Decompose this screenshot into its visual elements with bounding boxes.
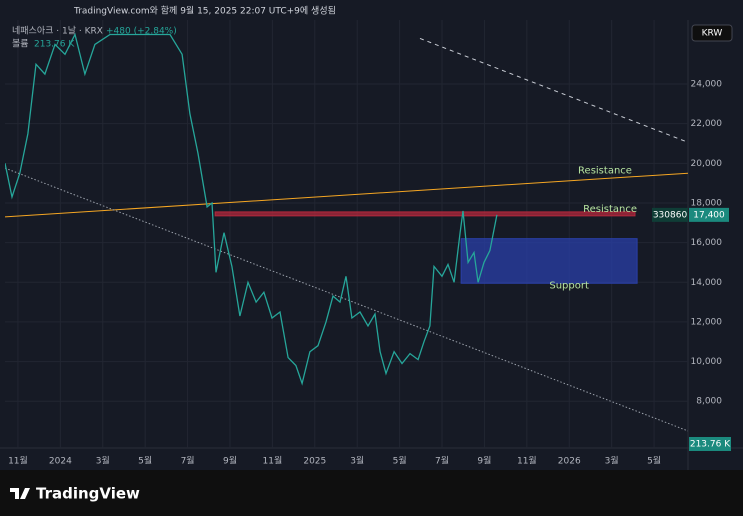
x-tick-label: 5월 xyxy=(647,455,661,467)
trend-line xyxy=(5,172,688,218)
x-tick-label: 5월 xyxy=(393,455,407,467)
legend-volume-name: 볼륨 xyxy=(12,39,29,50)
last-price-bg xyxy=(689,207,729,222)
y-tick-label: 18,000 xyxy=(691,198,723,208)
legend-change: +480 (+2.84%) xyxy=(106,27,177,37)
y-tick-label: 10,000 xyxy=(691,357,723,367)
drawing-label: Resistance xyxy=(583,204,637,215)
currency-btn xyxy=(691,24,733,42)
trend-line xyxy=(5,167,688,432)
x-tick-label: 5월 xyxy=(138,455,152,467)
zone xyxy=(214,211,636,217)
y-tick-label: 20,000 xyxy=(691,159,723,169)
y-tick-label: 22,000 xyxy=(691,119,723,129)
x-tick-label: 2024 xyxy=(49,457,72,467)
legend-volume: 213.76 K xyxy=(34,40,75,50)
x-tick-label: 2026 xyxy=(558,457,581,467)
legend-symbol: 네패스아크 · 1날 · KRX xyxy=(12,26,103,37)
x-tick-label: 9월 xyxy=(223,455,237,467)
x-tick-label: 11월 xyxy=(8,455,28,467)
y-tick-label: 16,000 xyxy=(691,238,723,248)
x-tick-label: 11월 xyxy=(517,455,537,467)
x-tick-label: 2025 xyxy=(303,457,326,467)
zone xyxy=(460,238,638,284)
x-tick-label: 9월 xyxy=(477,455,491,467)
y-tick-label: 24,000 xyxy=(691,80,723,90)
y-tick-label: 14,000 xyxy=(691,278,723,288)
last-price: 17,400 xyxy=(693,210,725,220)
y-tick-label: 8,000 xyxy=(696,397,722,407)
logo-icon xyxy=(10,488,30,499)
last-code: 330860 xyxy=(653,210,688,220)
x-tick-label: 7월 xyxy=(435,455,449,467)
footer-bg xyxy=(0,470,743,516)
currency: KRW xyxy=(702,29,723,39)
header-title: TradingView.com와 함께 9월 15, 2025 22:07 UT… xyxy=(73,5,336,17)
x-tick-label: 7월 xyxy=(181,455,195,467)
drawing-label: Resistance xyxy=(578,166,632,177)
x-tick-label: 3월 xyxy=(605,455,619,467)
x-tick-label: 11월 xyxy=(263,455,283,467)
y-tick-label: 12,000 xyxy=(691,317,723,327)
volume-bg xyxy=(689,437,731,451)
last-code-bg xyxy=(652,207,688,222)
drawing-label: Support xyxy=(549,280,589,291)
logo: TradingView xyxy=(36,485,140,503)
chart-bg xyxy=(0,0,743,470)
volume-label: 213.76 K xyxy=(690,440,731,450)
x-tick-label: 3월 xyxy=(96,455,110,467)
plot xyxy=(5,20,688,448)
x-tick-label: 3월 xyxy=(350,455,364,467)
price-line xyxy=(5,32,498,386)
